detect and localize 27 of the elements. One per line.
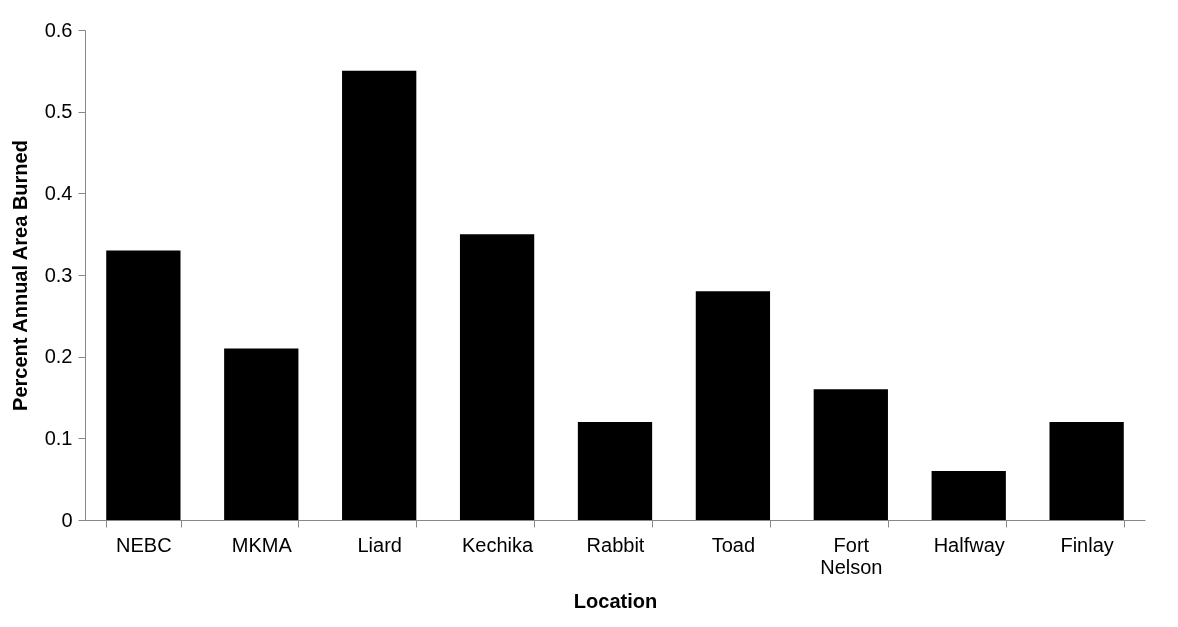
bar — [106, 250, 181, 520]
x-tick-label: MKMA — [231, 533, 293, 556]
x-tick-label: NEBC — [116, 533, 172, 556]
bar — [695, 291, 771, 520]
x-tick-label: Liard — [357, 533, 402, 556]
y-tick-label: 0.4 — [44, 181, 73, 204]
bar — [577, 422, 653, 520]
x-tick-label: Finlay — [1060, 533, 1114, 556]
y-tick-label: 0 — [61, 508, 73, 531]
y-tick-label: 0.3 — [44, 263, 73, 286]
bar — [459, 234, 535, 520]
y-tick-label: 0.5 — [44, 100, 73, 123]
bar — [931, 471, 1006, 520]
y-axis-title: Percent Annual Area Burned — [8, 140, 31, 411]
x-tick-label: Toad — [711, 533, 756, 556]
x-tick-label: Fort Nelson — [820, 533, 883, 578]
x-tick-label: Halfway — [933, 533, 1005, 556]
y-tick-label: 0.6 — [44, 18, 73, 41]
x-tick-label: Kechika — [462, 533, 535, 556]
x-axis-title: Location — [573, 589, 658, 612]
bar — [1049, 422, 1124, 520]
bar — [813, 389, 888, 520]
bar — [224, 348, 299, 520]
x-tick-label: Rabbit — [586, 533, 645, 556]
y-tick-label: 0.1 — [44, 426, 73, 449]
y-tick-label: 0.2 — [44, 345, 73, 368]
bar — [342, 70, 417, 520]
